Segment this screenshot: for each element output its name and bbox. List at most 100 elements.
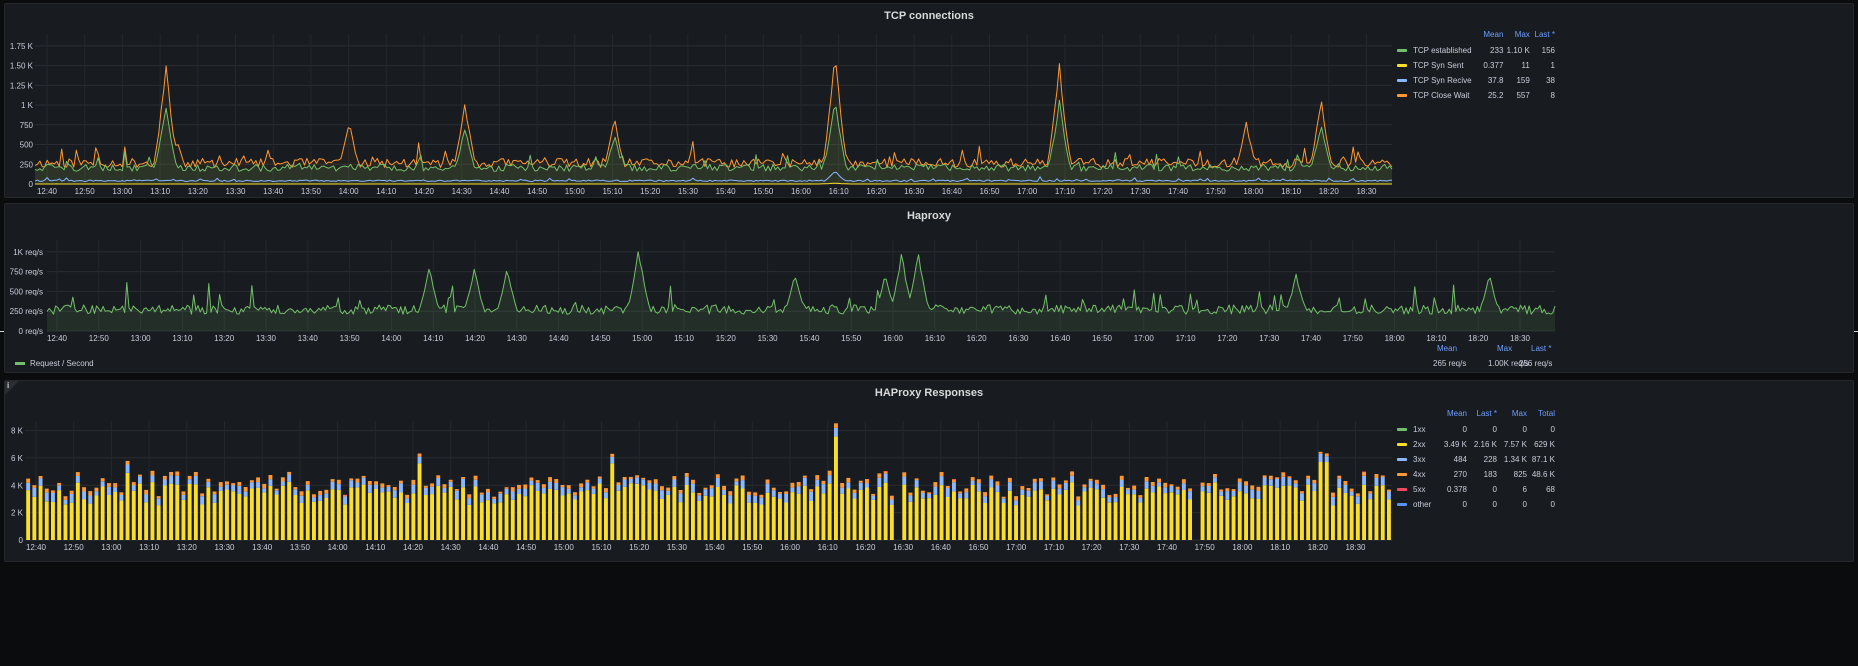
bar-4xx — [989, 475, 994, 480]
bar-2xx — [268, 485, 273, 540]
legend-row-5xx[interactable]: 5xx 0.378 0 6 68 — [1397, 482, 1555, 497]
bar-3xx — [486, 492, 490, 501]
haproxy-responses-chart[interactable]: 0 2 K 4 K 6 K 8 K 12:40 12:50 13:00 13:10 13:20 13… — [5, 381, 1854, 562]
panel-title[interactable]: HAProxy Responses — [874, 387, 984, 399]
bar-3xx — [1113, 497, 1118, 503]
bar-3xx — [231, 485, 236, 492]
series-swatch — [15, 362, 25, 366]
bar-3xx — [902, 476, 907, 485]
legend-row-1xx[interactable]: 1xx 0 0 0 0 — [1397, 422, 1555, 437]
bar-3xx — [753, 495, 758, 503]
bar-2xx — [622, 486, 627, 540]
legend-row-tcp-syn-recive[interactable]: TCP Syn Recive 37.8 159 38 — [1397, 73, 1555, 88]
bar-3xx — [1126, 489, 1130, 494]
bar-3xx — [32, 487, 37, 497]
bar-2xx — [486, 500, 490, 540]
bar-2xx — [1026, 496, 1031, 540]
bar-3xx — [181, 494, 186, 500]
bar-3xx — [88, 495, 93, 504]
legend-row-2xx[interactable]: 2xx 3.49 K 2.16 K 7.57 K 629 K — [1397, 437, 1555, 452]
x-tick-label: 15:20 — [629, 543, 650, 552]
bar-3xx — [38, 478, 43, 486]
panel-title[interactable]: TCP connections — [884, 10, 974, 22]
legend-header-last[interactable]: Last * — [1534, 30, 1555, 39]
x-tick-label: 18:10 — [1426, 334, 1447, 343]
y-tick-label: 8 K — [11, 427, 24, 436]
legend-total: 87.1 K — [1531, 455, 1555, 464]
bar-4xx — [554, 479, 559, 483]
responses-legend-table: Mean Last * Max Total 1xx 0 0 0 0 2xx 3.… — [1397, 407, 1555, 512]
bar-4xx — [610, 453, 615, 457]
legend-row-4xx[interactable]: 4xx 270 183 825 48.6 K — [1397, 467, 1555, 482]
bar-3xx — [684, 476, 689, 485]
bar-2xx — [722, 494, 726, 540]
bar-4xx — [678, 490, 683, 494]
legend-max: 557 — [1516, 91, 1530, 100]
bar-4xx — [1181, 479, 1186, 484]
bar-4xx — [1362, 471, 1366, 476]
bar-4xx — [1244, 481, 1248, 486]
bar-4xx — [647, 480, 652, 483]
bar-4xx — [821, 480, 826, 485]
bar-4xx — [529, 477, 534, 481]
tcp-connections-chart[interactable]: 0 250 500 750 1 K 1.25 K 1.50 K 1.75 K 12:40 12:5… — [5, 4, 1854, 198]
legend-series-name: TCP Syn Sent — [1413, 61, 1464, 70]
legend-header-mean[interactable]: Mean — [1483, 30, 1504, 39]
legend-row-tcp-established[interactable]: TCP established 233 1.10 K 156 — [1397, 43, 1555, 58]
bar-3xx — [728, 495, 733, 504]
legend-header-max[interactable]: Max — [1511, 409, 1527, 418]
bar-4xx — [722, 485, 726, 490]
legend-header-mean[interactable]: Mean — [1437, 344, 1458, 353]
panel-title[interactable]: Haproxy — [906, 210, 952, 222]
x-tick-label: 14:20 — [403, 543, 424, 552]
legend-row-other[interactable]: other 0 0 0 0 — [1397, 497, 1555, 512]
bar-4xx — [734, 478, 739, 482]
legend-header-last[interactable]: Last * — [1476, 409, 1497, 418]
legend-row-tcp-close-wait[interactable]: TCP Close Wait 25.2 557 8 — [1397, 88, 1555, 103]
legend-header-last[interactable]: Last * — [1531, 344, 1552, 353]
tcp-syn-recive-line — [34, 171, 1393, 182]
bar-2xx — [1051, 488, 1056, 540]
bar-4xx — [933, 482, 938, 487]
legend-header-total[interactable]: Total — [1538, 409, 1555, 418]
bar-3xx — [1368, 493, 1373, 500]
bar-3xx — [1225, 491, 1230, 500]
info-icon[interactable]: i — [5, 381, 19, 395]
bar-4xx — [26, 478, 31, 483]
bar-4xx — [852, 489, 857, 493]
bar-4xx — [299, 491, 304, 496]
bar-2xx — [852, 498, 857, 540]
legend-header-mean[interactable]: Mean — [1446, 409, 1467, 418]
bar-3xx — [399, 483, 403, 493]
bar-4xx — [1318, 451, 1323, 454]
bar-2xx — [193, 484, 198, 540]
haproxy-chart[interactable]: 0 req/s 250 req/s 500 req/s 750 req/s 1K req… — [5, 204, 1854, 373]
bar-4xx — [268, 475, 273, 480]
bar-4xx — [815, 475, 820, 480]
bar-4xx — [1206, 483, 1211, 486]
legend-max: 11 — [1521, 61, 1530, 70]
y-tick-label: 250 req/s — [10, 307, 43, 316]
legend-header-max[interactable]: Max — [1514, 30, 1530, 39]
bar-2xx — [1181, 489, 1186, 540]
x-tick-label: 12:40 — [37, 187, 58, 196]
bar-3xx — [715, 477, 720, 487]
legend-header-max[interactable]: Max — [1497, 344, 1513, 353]
bar-3xx — [473, 479, 478, 487]
bar-3xx — [119, 495, 124, 501]
bar-3xx — [1163, 487, 1168, 494]
y-tick-label: 750 — [20, 121, 34, 130]
bar-4xx — [386, 485, 391, 487]
legend-mean: 0 — [1462, 425, 1467, 434]
bar-2xx — [1374, 485, 1379, 540]
legend-last: 256 req/s — [1519, 359, 1553, 368]
legend-row-request-second[interactable]: Request / Second 265 req/s 1.00K req/s 2… — [15, 359, 1555, 371]
bar-3xx — [1032, 482, 1037, 491]
bar-3xx — [585, 482, 590, 491]
legend-row-3xx[interactable]: 3xx 484 228 1.34 K 87.1 K — [1397, 452, 1555, 467]
bar-2xx — [1300, 500, 1304, 540]
bar-3xx — [1275, 479, 1279, 488]
legend-row-tcp-syn-sent[interactable]: TCP Syn Sent 0.377 11 1 — [1397, 58, 1555, 73]
bar-4xx — [1032, 478, 1037, 483]
bar-3xx — [1318, 453, 1323, 462]
